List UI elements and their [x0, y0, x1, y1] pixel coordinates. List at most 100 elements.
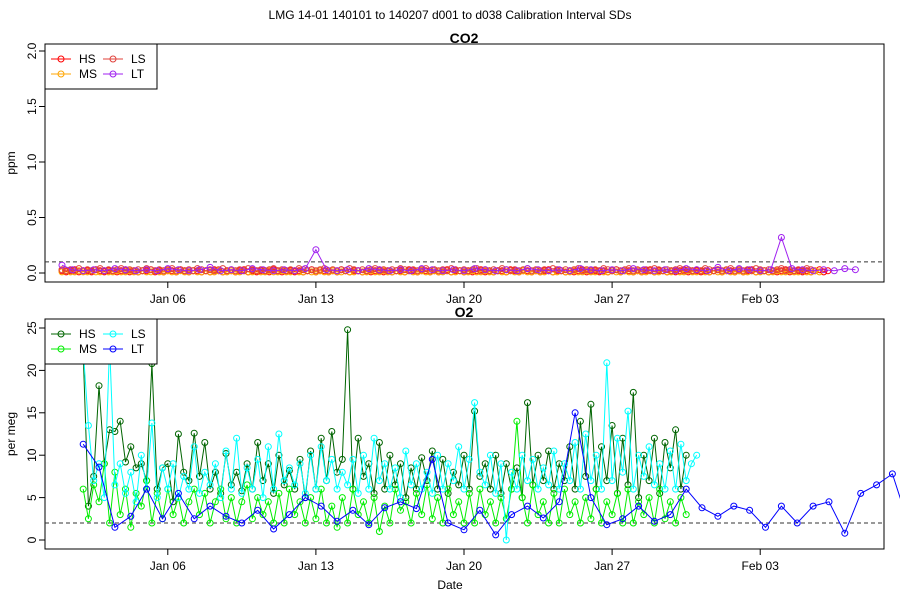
- o2-data-point: [677, 494, 685, 502]
- co2-data-point: [303, 267, 311, 275]
- o2-y-tick-label: 5: [25, 494, 39, 501]
- o2-data-point: [428, 455, 436, 463]
- o2-data-point: [280, 481, 288, 489]
- o2-data-point: [555, 498, 563, 506]
- o2-data-point: [793, 519, 801, 527]
- o2-data-point: [841, 529, 849, 537]
- o2-data-point: [370, 494, 378, 502]
- o2-data-point: [386, 519, 394, 527]
- o2-data-point: [524, 477, 531, 485]
- co2-data-point: [58, 261, 66, 269]
- o2-data-point: [645, 477, 653, 485]
- o2-data-point: [301, 489, 309, 497]
- co2-data-point: [820, 266, 828, 274]
- co2-data-point: [354, 267, 362, 275]
- o2-data-point: [127, 443, 135, 451]
- o2-data-point: [333, 517, 341, 525]
- co2-data-point: [100, 267, 108, 275]
- o2-data-point: [375, 439, 383, 446]
- o2-data-point: [534, 511, 542, 519]
- o2-data-point: [613, 434, 621, 442]
- co2-data-point: [471, 265, 479, 273]
- o2-data-point: [529, 481, 537, 489]
- co2-data-point: [83, 268, 91, 276]
- co2-data-point: [79, 267, 87, 275]
- o2-data-point: [180, 472, 188, 480]
- o2-legend-label-ls: LS: [131, 327, 146, 341]
- o2-data-point: [349, 485, 357, 493]
- o2-data-point: [402, 498, 410, 506]
- o2-data-point: [381, 504, 389, 512]
- o2-data-point: [153, 494, 161, 502]
- o2-data-point: [259, 511, 267, 519]
- co2-data-point: [655, 268, 663, 276]
- o2-data-point: [497, 494, 505, 502]
- o2-data-point: [370, 434, 378, 442]
- o2-data-point: [217, 494, 225, 502]
- co2-data-point: [358, 268, 366, 276]
- co2-data-point: [587, 266, 595, 274]
- co2-data-point: [248, 265, 256, 273]
- co2-data-point: [62, 267, 70, 275]
- o2-data-point: [518, 494, 526, 502]
- o2-data-point: [629, 388, 637, 396]
- co2-data-point: [206, 266, 214, 274]
- o2-data-point: [116, 417, 124, 425]
- o2-data-point: [497, 460, 505, 468]
- co2-data-point: [701, 265, 709, 273]
- o2-data-point: [407, 519, 415, 527]
- o2-data-point: [333, 485, 341, 493]
- o2-data-point: [196, 472, 203, 480]
- co2-data-point: [238, 267, 246, 275]
- o2-legend-label-hs: HS: [79, 327, 96, 341]
- o2-series-line-ms: [82, 421, 687, 532]
- o2-data-point: [434, 494, 442, 502]
- o2-data-point: [344, 326, 352, 334]
- o2-data-point: [672, 426, 680, 434]
- o2-data-point: [539, 464, 547, 472]
- o2-data-point: [603, 521, 611, 529]
- co2-data-point: [111, 265, 119, 273]
- co2-data-point: [693, 266, 701, 274]
- co2-data-point: [217, 267, 225, 275]
- o2-data-point: [317, 434, 325, 442]
- o2-data-point: [825, 498, 833, 506]
- co2-data-point: [492, 267, 500, 275]
- co2-data-point: [528, 267, 536, 275]
- o2-y-axis-label: per meg: [4, 412, 18, 456]
- o2-data-point: [624, 407, 632, 415]
- co2-data-point: [513, 267, 521, 275]
- o2-data-point: [682, 451, 690, 459]
- co2-data-point: [407, 267, 415, 275]
- co2-data-point: [680, 267, 688, 275]
- o2-data-point: [412, 489, 420, 497]
- o2-data-point: [545, 481, 553, 489]
- o2-data-point: [492, 531, 500, 539]
- o2-data-point: [857, 489, 865, 497]
- o2-data-point: [449, 511, 457, 519]
- o2-data-point: [397, 494, 404, 502]
- o2-data-point: [275, 451, 283, 459]
- co2-data-point: [604, 268, 612, 276]
- o2-data-point: [291, 481, 299, 489]
- o2-series-line-lt: [82, 412, 900, 536]
- co2-data-point: [782, 267, 790, 275]
- co2-data-point: [153, 267, 161, 275]
- co2-data-point: [841, 265, 849, 273]
- co2-legend-box: [44, 43, 158, 90]
- o2-data-point: [222, 512, 230, 520]
- o2-data-point: [84, 515, 92, 523]
- o2-data-point: [243, 460, 251, 468]
- co2-x-tick-label: Jan 20: [446, 292, 482, 306]
- o2-data-point: [603, 359, 611, 367]
- o2-data-point: [285, 485, 293, 493]
- o2-data-point: [434, 485, 442, 493]
- o2-data-point: [439, 455, 447, 463]
- o2-data-point: [640, 451, 648, 459]
- o2-data-point: [386, 485, 394, 493]
- o2-data-point: [412, 485, 420, 493]
- o2-data-point: [650, 517, 658, 525]
- co2-series-line-lt: [61, 235, 856, 272]
- o2-data-point: [127, 512, 135, 520]
- co2-data-point: [498, 265, 506, 273]
